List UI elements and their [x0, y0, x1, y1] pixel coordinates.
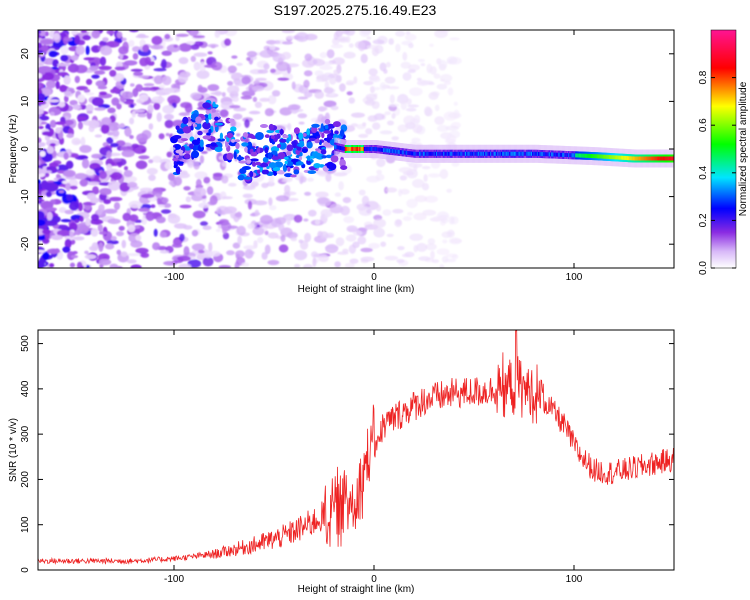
- x-tick-label: -100: [164, 574, 184, 585]
- y-tick-label: -20: [20, 237, 31, 252]
- colorbar-tick-label: 0.0: [698, 261, 709, 275]
- y-tick-label: 0: [20, 567, 31, 573]
- y-tick-label: 500: [20, 335, 31, 352]
- colorbar-label: Normalized spectral amplitude: [738, 81, 749, 216]
- x-tick-label: 100: [566, 574, 583, 585]
- spectrogram-heatmap: [38, 30, 674, 268]
- snr-y-label: SNR (10 * v/v): [8, 418, 19, 482]
- snr-x-label: Height of straight line (km): [298, 584, 415, 595]
- colorbar-tick-label: 0.2: [698, 213, 709, 227]
- snr-panel: -100 0 100 0 100 200 300 400 500 Height of strai…: [8, 329, 675, 595]
- x-tick-label: -100: [164, 272, 184, 283]
- y-tick-label: 200: [20, 471, 31, 488]
- colorbar: 0.0 0.2 0.4 0.6 0.8 Normalized spectral ampl…: [698, 29, 749, 275]
- spectrogram-y-label: Frequency (Hz): [8, 115, 19, 184]
- y-tick-label: 10: [20, 95, 31, 107]
- colorbar-gradient: [710, 29, 737, 269]
- y-tick-label: -10: [20, 189, 31, 204]
- snr-frame: [37, 329, 675, 571]
- y-tick-label: 100: [20, 516, 31, 533]
- x-tick-label: 100: [566, 272, 583, 283]
- colorbar-ticks: 0.0 0.2 0.4 0.6 0.8: [698, 70, 736, 275]
- spectrogram-x-label: Height of straight line (km): [298, 284, 415, 295]
- colorbar-tick-label: 0.6: [698, 118, 709, 132]
- x-tick-label: 0: [371, 272, 377, 283]
- snr-series-line: [38, 330, 674, 565]
- snr-ticks: -100 0 100 0 100 200 300 400 500: [20, 330, 674, 585]
- colorbar-tick-label: 0.8: [698, 70, 709, 84]
- y-tick-label: 300: [20, 425, 31, 442]
- colorbar-tick-label: 0.4: [698, 165, 709, 179]
- y-tick-label: 0: [20, 146, 31, 152]
- y-tick-label: 20: [20, 48, 31, 60]
- x-tick-label: 0: [371, 574, 377, 585]
- figure-title: S197.2025.275.16.49.E23: [274, 2, 437, 18]
- y-tick-label: 400: [20, 380, 31, 397]
- heatmap-ridge: [170, 99, 674, 184]
